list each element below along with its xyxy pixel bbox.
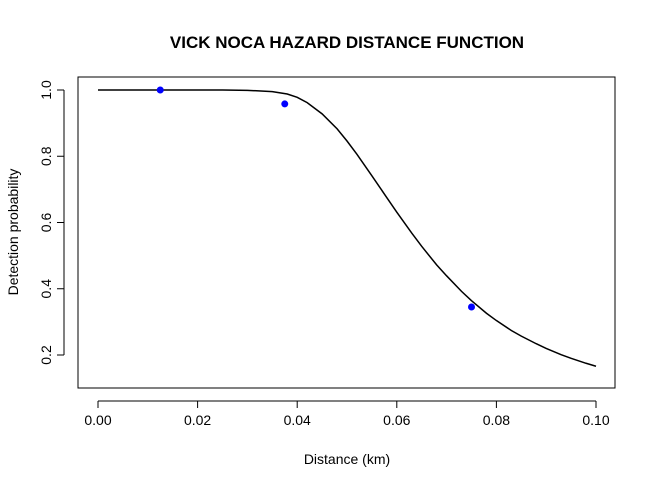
y-tick-label: 0.6: [38, 213, 54, 233]
x-tick-label: 0.08: [483, 412, 510, 428]
y-axis: 0.2 0.4 0.6 0.8 1.0: [38, 80, 65, 365]
data-point: [468, 303, 475, 311]
x-tick-label: 0.00: [84, 412, 111, 428]
x-tick-label: 0.04: [284, 412, 311, 428]
y-tick-label: 0.4: [38, 279, 54, 299]
x-tick-label: 0.10: [582, 412, 609, 428]
x-axis-label: Distance (km): [304, 451, 390, 467]
data-point: [156, 86, 164, 94]
plot-area-frame: [77, 76, 616, 389]
hazard-curve-line: [98, 89, 597, 367]
series-layer: [98, 86, 597, 367]
x-tick-label: 0.02: [184, 412, 211, 428]
y-axis-label: Detection probability: [5, 169, 21, 296]
x-axis: 0.00 0.02 0.04 0.06 0.08 0.10: [84, 400, 610, 428]
chart-title: VICK NOCA HAZARD DISTANCE FUNCTION: [170, 33, 524, 52]
y-tick-label: 1.0: [38, 80, 54, 100]
x-tick-label: 0.06: [383, 412, 410, 428]
y-tick-label: 0.2: [38, 345, 54, 365]
y-tick-label: 0.8: [38, 146, 54, 166]
data-point: [281, 100, 289, 108]
